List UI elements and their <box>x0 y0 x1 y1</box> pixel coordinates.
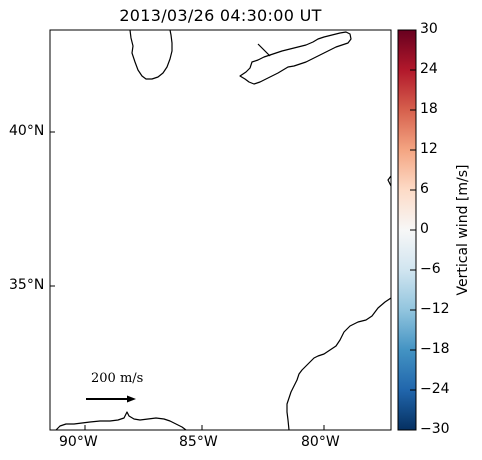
colorbar-label: Vertical wind [m/s] <box>455 164 471 296</box>
reference-vector-label: 200 m/s <box>91 371 144 386</box>
colorbar-tick-label: 24 <box>420 61 438 77</box>
east-coast-fragment <box>387 175 391 187</box>
lon-label-80w: 80°W <box>301 434 340 450</box>
gulf-coastline <box>55 411 187 430</box>
colorbar-tick-label: −24 <box>420 381 450 397</box>
lat-label-40n: 40°N <box>9 123 45 139</box>
map-frame <box>49 29 392 431</box>
reference-vector-arrow <box>86 395 136 403</box>
colorbar-tick-label: −30 <box>420 421 450 437</box>
colorbar-tick-label: 6 <box>420 181 429 197</box>
lon-label-85w: 85°W <box>179 434 218 450</box>
colorbar-tick-label: 30 <box>420 21 438 37</box>
lon-label-90w: 90°W <box>59 434 98 450</box>
colorbar-tick-label: −12 <box>420 301 450 317</box>
lake-shore-fragment <box>257 43 271 57</box>
lake-erie-outline <box>239 31 352 85</box>
colorbar-tick-label: 18 <box>420 101 438 117</box>
lat-label-35n: 35°N <box>9 277 45 293</box>
colorbar-ticks <box>410 69 416 391</box>
map-title: 2013/03/26 04:30:00 UT <box>119 6 322 25</box>
colorbar-tick-label: −6 <box>420 261 441 277</box>
map-tick-marks <box>50 131 325 430</box>
atlantic-coastline <box>286 297 391 430</box>
lake-michigan-outline <box>129 30 173 80</box>
colorbar-tick-label: 12 <box>420 141 438 157</box>
colorbar-tick-label: −18 <box>420 341 450 357</box>
colorbar-tick-label: 0 <box>420 221 429 237</box>
coastlines <box>55 30 391 430</box>
